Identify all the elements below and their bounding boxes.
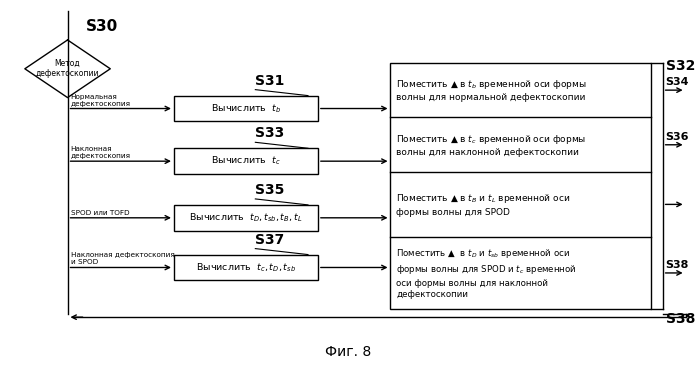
Text: SPOD или TOFD: SPOD или TOFD — [71, 210, 130, 216]
Bar — [174, 148, 318, 174]
Bar — [174, 205, 318, 231]
Text: S36: S36 — [666, 132, 690, 142]
Text: Поместить ▲ в $t_c$ временной оси формы
волны для наклонной дефектоскопии: Поместить ▲ в $t_c$ временной оси формы … — [396, 133, 587, 157]
Text: Вычислить  $t_D, t_{sb}, t_B, t_L$: Вычислить $t_D, t_{sb}, t_B, t_L$ — [189, 212, 302, 224]
Text: S37: S37 — [256, 233, 285, 247]
Text: Фиг. 8: Фиг. 8 — [325, 345, 371, 359]
Text: S34: S34 — [666, 77, 690, 87]
Text: Наклонная
дефектоскопия: Наклонная дефектоскопия — [71, 146, 130, 159]
Text: Вычислить  $t_b$: Вычислить $t_b$ — [211, 102, 281, 115]
Text: S35: S35 — [256, 183, 285, 197]
Text: Метод
дефектоскопии: Метод дефектоскопии — [36, 59, 99, 79]
Text: S33: S33 — [256, 126, 285, 140]
Text: S38: S38 — [666, 260, 689, 270]
Text: Наклонная дефектоскопия
и SPOD: Наклонная дефектоскопия и SPOD — [71, 253, 174, 265]
Bar — [174, 96, 318, 121]
Text: Нормальная
дефектоскопия: Нормальная дефектоскопия — [71, 94, 130, 106]
Text: Поместить ▲  в $t_D$ и $t_{sb}$ временной оси
формы волны для SPOD и $t_c$ време: Поместить ▲ в $t_D$ и $t_{sb}$ временной… — [396, 247, 577, 299]
Text: Вычислить  $t_c, t_D, t_{sb}$: Вычислить $t_c, t_D, t_{sb}$ — [196, 261, 296, 274]
Bar — [391, 63, 651, 309]
Text: S30: S30 — [85, 19, 118, 34]
Bar — [174, 255, 318, 280]
Text: S31: S31 — [256, 74, 285, 88]
Text: Поместить ▲ в $t_B$ и $t_L$ временной оси
формы волны для SPOD: Поместить ▲ в $t_B$ и $t_L$ временной ос… — [396, 192, 570, 217]
Text: S32: S32 — [666, 59, 695, 73]
Text: Поместить ▲ в $t_b$ временной оси формы
волны для нормальной дефектоскопии: Поместить ▲ в $t_b$ временной оси формы … — [396, 78, 587, 102]
Text: Вычислить  $t_c$: Вычислить $t_c$ — [211, 155, 281, 167]
Text: S38: S38 — [666, 312, 695, 326]
